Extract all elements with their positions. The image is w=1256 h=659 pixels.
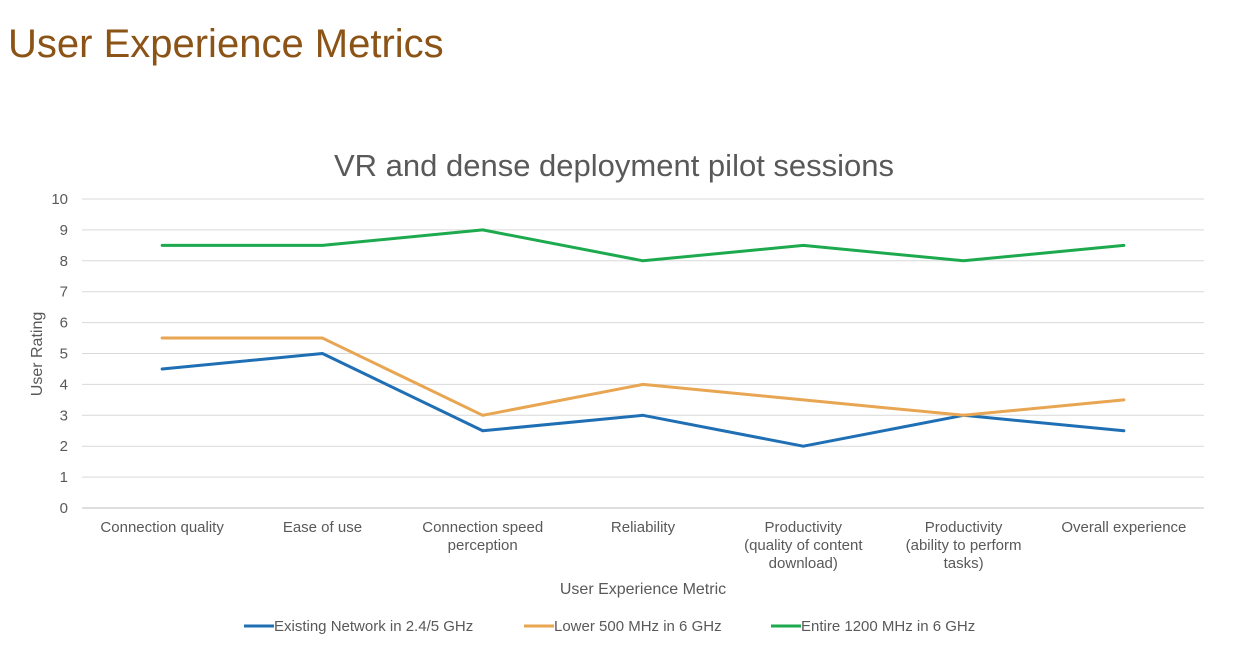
series-line-1	[160, 352, 1126, 448]
data-point	[1122, 429, 1126, 432]
series-line-2	[160, 336, 1126, 417]
y-tick-label: 8	[60, 253, 68, 270]
data-point	[321, 336, 324, 340]
data-point	[641, 259, 645, 262]
legend-label: Lower 500 MHz in 6 GHz	[554, 618, 722, 635]
data-point	[1122, 244, 1126, 247]
data-point	[962, 259, 965, 262]
x-tick-label: Connection quality	[100, 519, 224, 536]
y-tick-label: 4	[60, 376, 68, 393]
y-axis-ticks: 0 1 2 3 4 5 6 7 8 9 10	[51, 191, 68, 517]
legend: Existing Network in 2.4/5 GHz Lower 500 M…	[244, 618, 975, 635]
series-lines	[160, 228, 1126, 448]
x-tick-label: Ease of use	[283, 519, 362, 536]
gridlines	[82, 198, 1204, 509]
x-axis-label: User Experience Metric	[560, 581, 726, 598]
data-point	[321, 352, 324, 355]
y-tick-label: 3	[60, 407, 68, 424]
data-point	[481, 429, 484, 432]
data-point	[802, 398, 805, 402]
slide-title: User Experience Metrics	[8, 22, 444, 66]
x-tick-label: Productivity (quality of content download)	[744, 519, 863, 572]
data-point	[321, 244, 324, 247]
legend-label: Entire 1200 MHz in 6 GHz	[801, 618, 975, 635]
data-point	[1122, 398, 1126, 402]
x-tick-label: Connection speed perception	[422, 519, 543, 554]
x-tick-label: Productivity (ability to perform tasks)	[906, 519, 1022, 572]
y-tick-label: 2	[60, 438, 68, 455]
legend-label: Existing Network in 2.4/5 GHz	[274, 618, 473, 635]
x-axis-ticks: Connection quality Ease of use Connection …	[100, 519, 1186, 572]
data-point	[962, 414, 965, 417]
y-tick-label: 1	[60, 469, 68, 486]
y-tick-label: 9	[60, 222, 68, 239]
x-tick-label: Overall experience	[1061, 519, 1186, 536]
x-tick-label: Reliability	[611, 519, 676, 536]
data-point	[641, 383, 645, 386]
chart-title: VR and dense deployment pilot sessions	[334, 148, 894, 183]
y-tick-label: 6	[60, 315, 68, 332]
data-point	[802, 244, 805, 247]
data-point	[802, 445, 805, 448]
y-tick-label: 5	[60, 346, 68, 363]
data-point	[160, 336, 164, 340]
data-point	[160, 367, 164, 371]
data-point	[481, 228, 484, 232]
y-tick-label: 7	[60, 284, 68, 301]
y-tick-label: 0	[60, 500, 68, 517]
data-point	[160, 244, 164, 247]
data-point	[641, 414, 645, 417]
series-line-3	[160, 228, 1126, 263]
y-axis-label: User Rating	[29, 312, 46, 396]
y-tick-label: 10	[51, 191, 68, 208]
data-point	[481, 414, 484, 417]
